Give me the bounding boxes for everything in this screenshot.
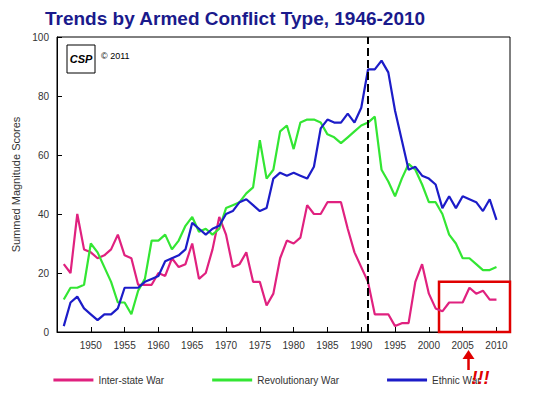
- svg-text:Ethnic War: Ethnic War: [432, 374, 481, 386]
- svg-text:60: 60: [38, 150, 50, 161]
- svg-text:Revolutionary War: Revolutionary War: [257, 375, 340, 386]
- svg-text:1995: 1995: [384, 340, 407, 351]
- svg-text:2005: 2005: [452, 340, 475, 351]
- svg-text:100: 100: [32, 32, 49, 43]
- svg-text:© 2011: © 2011: [101, 51, 130, 61]
- svg-text:40: 40: [38, 209, 50, 220]
- svg-text:2010: 2010: [485, 340, 508, 351]
- svg-text:1970: 1970: [215, 340, 238, 351]
- svg-text:1960: 1960: [147, 340, 170, 351]
- svg-text:1955: 1955: [113, 340, 136, 351]
- svg-text:1950: 1950: [80, 340, 103, 351]
- svg-text:Inter-state War: Inter-state War: [98, 375, 164, 386]
- svg-text:2000: 2000: [418, 340, 441, 351]
- svg-text:20: 20: [38, 268, 50, 279]
- svg-text:80: 80: [38, 91, 50, 102]
- svg-text:1975: 1975: [249, 340, 272, 351]
- svg-text:Trends by Armed Conflict Type,: Trends by Armed Conflict Type, 1946-2010: [45, 8, 425, 29]
- svg-text:CSP: CSP: [70, 53, 93, 65]
- svg-text:0: 0: [43, 327, 49, 338]
- svg-text:1990: 1990: [350, 340, 373, 351]
- svg-text:1965: 1965: [181, 340, 204, 351]
- svg-text:1980: 1980: [283, 340, 306, 351]
- svg-text:!!!: !!!: [472, 368, 490, 388]
- svg-text:Summed Magnitude Scores: Summed Magnitude Scores: [10, 116, 22, 252]
- svg-text:1985: 1985: [316, 340, 339, 351]
